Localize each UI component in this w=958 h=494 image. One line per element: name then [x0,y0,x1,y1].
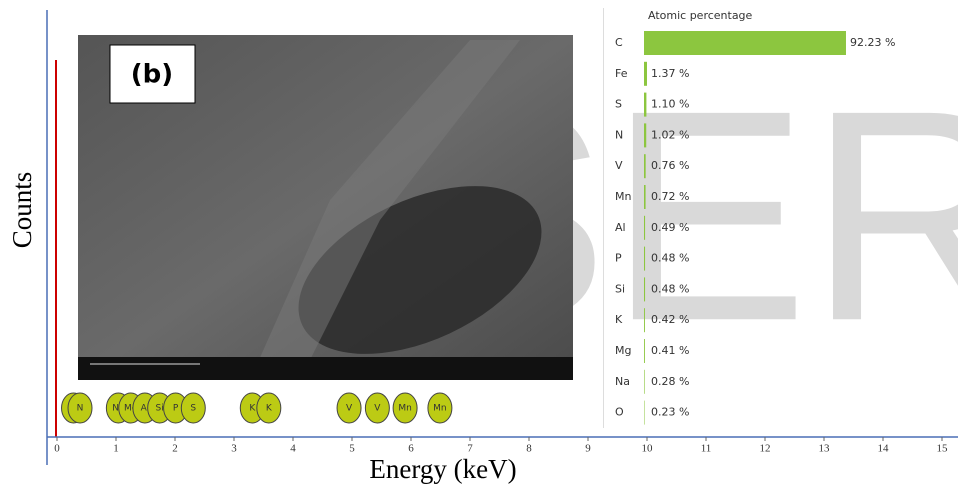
category-label: P [615,252,622,265]
peak-label: V [346,404,353,414]
y-axis-label: Counts [7,172,37,249]
category-label: K [615,313,623,326]
x-tick-label: 6 [408,443,414,455]
peak-label: P [173,404,179,414]
peak-label: N [77,404,84,414]
category-label: Al [615,221,626,234]
category-label: C [615,36,623,49]
value-label: 0.41 % [651,344,689,357]
x-tick-label: 1 [113,443,119,455]
bar [644,216,645,240]
bar [644,31,846,55]
x-tick-label: 15 [937,443,949,455]
peak-label: Mn [398,404,411,414]
category-label: Mn [615,190,631,203]
x-tick-label: 7 [467,443,473,455]
x-tick-label: 0 [54,443,60,455]
x-tick-label: 5 [349,443,355,455]
bar [644,247,645,271]
x-tick-label: 14 [878,443,890,455]
divider [603,8,604,428]
category-label: Fe [615,67,628,80]
peak-label: Si [156,404,164,414]
category-label: S [615,98,622,111]
x-tick-label: 10 [642,443,654,455]
category-label: Na [615,375,630,388]
x-tick-label: 4 [290,443,296,455]
value-label: 0.23 % [651,406,689,419]
bar [644,401,645,425]
value-label: 0.42 % [651,313,689,326]
category-label: Mg [615,344,631,357]
x-tick-label: 12 [760,443,771,455]
value-label: 0.76 % [651,159,689,172]
peak-label: S [190,404,196,414]
category-label: V [615,159,623,172]
inset-label: (b) [131,60,173,90]
value-label: 92.23 % [850,36,895,49]
x-tick-label: 3 [231,443,237,455]
value-label: 1.37 % [651,67,689,80]
bar [644,370,645,394]
bar [644,93,646,117]
bar [644,277,645,301]
bar [644,308,645,332]
category-label: N [615,128,623,141]
x-tick-label: 9 [585,443,591,455]
x-tick-label: 11 [701,443,712,455]
sem-inset: (b) [78,35,573,388]
value-label: 0.48 % [651,252,689,265]
value-label: 0.49 % [651,221,689,234]
bar [644,339,645,363]
value-label: 0.48 % [651,282,689,295]
value-label: 0.72 % [651,190,689,203]
x-tick-label: 8 [526,443,532,455]
bar [644,185,646,209]
x-tick-label: 2 [172,443,178,455]
bar [644,154,646,178]
peak-label: Mn [433,404,446,414]
sem-info-bar [78,357,573,380]
value-label: 0.28 % [651,375,689,388]
x-tick-label: 13 [819,443,831,455]
bar [644,62,647,86]
value-label: 1.10 % [651,98,689,111]
peak-label: V [374,404,381,414]
value-label: 1.02 % [651,128,689,141]
x-axis-label: Energy (keV) [369,454,516,484]
bar-chart-title: Atomic percentage [648,9,753,22]
figure: IJSER (b) 0123456789101112131415Energy (… [0,0,958,494]
category-label: O [615,406,624,419]
bar [644,123,646,147]
category-label: Si [615,282,625,295]
